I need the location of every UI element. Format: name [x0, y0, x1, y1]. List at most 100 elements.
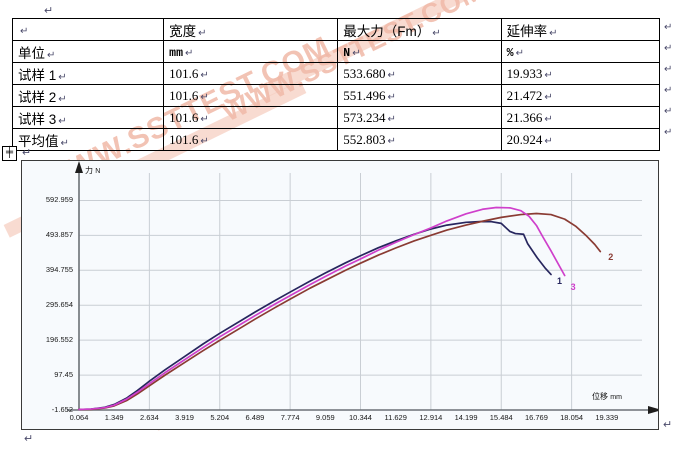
paragraph-mark: ↵ — [544, 91, 553, 103]
x-axis-tick-label: 7.774 — [280, 413, 300, 422]
y-axis-title-text: 力 — [85, 166, 93, 175]
cell-text: 101.6 — [169, 131, 199, 147]
paragraph-mark: ↵ — [664, 43, 673, 54]
table-header-cell: 宽度 ↵ — [163, 18, 339, 41]
x-axis-tick-label: 19.339 — [595, 413, 619, 422]
results-table: ↵ 宽度 ↵ 最大力（Fm） ↵ 延伸率 ↵ 单位 ↵ mm ↵ N ↵% ↵ 试样 1 ↵ 101.6 ↵ 533… — [11, 18, 661, 151]
y-axis-tick-label: 295.654 — [45, 300, 73, 310]
paragraph-mark: ↵ — [44, 5, 54, 17]
cell-text: 573.234 — [343, 109, 386, 125]
max-force-cell: N ↵ — [337, 40, 502, 63]
paragraph-mark: ↵ — [24, 433, 34, 445]
x-axis-tick-label: 9.059 — [315, 413, 335, 422]
x-axis-tick-label: 3.919 — [175, 413, 194, 422]
paragraph-mark: ↵ — [58, 115, 67, 127]
x-axis-tick-label: 16.769 — [524, 413, 548, 422]
x-axis-tick-label: 1.349 — [104, 413, 124, 422]
series-line-3 — [78, 206, 566, 411]
table-row: 试样 1 ↵ 101.6 ↵ 533.680 ↵ 19.933 ↵ — [11, 62, 661, 85]
cell-text: 21.366 — [506, 109, 543, 125]
paragraph-mark: ↵ — [544, 69, 553, 81]
paragraph-mark: ↵ — [544, 135, 553, 147]
x-axis-tick-label: 15.484 — [489, 413, 513, 422]
cell-text: 最大力（Fm） — [343, 23, 431, 39]
elongation-cell: 19.933 ↵ — [500, 62, 661, 85]
y-axis-tick-label: 592.959 — [45, 195, 73, 205]
table-header-cell: 最大力（Fm） ↵ — [337, 18, 502, 41]
y-axis-arrow — [75, 161, 83, 173]
cell-text: 试样 3 — [18, 111, 57, 127]
force-displacement-chart: 592.959 493.857 394.755 295.654 196.552 97.45… — [21, 160, 659, 430]
series-end-label-1: 1 — [556, 276, 562, 287]
width-cell: mm ↵ — [163, 40, 339, 63]
cell-text: mm — [169, 46, 183, 60]
paragraph-mark: ↵ — [200, 135, 209, 147]
row-label-cell: 试样 1 ↵ — [11, 62, 165, 85]
cell-text: 21.472 — [506, 87, 543, 103]
y-axis-tick-label: 196.552 — [45, 335, 73, 345]
y-axis-tick-label: 394.755 — [45, 265, 73, 275]
elongation-cell: 20.924 ↵ — [500, 128, 661, 151]
paragraph-mark: ↵ — [432, 27, 441, 39]
row-label-cell: 单位 ↵ — [11, 40, 165, 63]
series-line-2 — [78, 212, 602, 411]
row-label-cell: 平均值 ↵ — [11, 128, 165, 151]
series-end-label-3: 3 — [570, 281, 576, 292]
cell-text: 试样 2 — [18, 89, 57, 105]
paragraph-mark: ↵ — [352, 47, 361, 59]
table-header-cell: ↵ — [11, 18, 165, 41]
x-axis-tick-label: 0.064 — [69, 413, 89, 422]
max-force-cell: 533.680 ↵ — [337, 62, 502, 85]
cell-text: 533.680 — [343, 65, 386, 81]
cell-text: % — [506, 46, 514, 60]
paragraph-mark: ↵ — [200, 113, 209, 125]
paragraph-mark: ↵ — [22, 147, 32, 159]
paragraph-mark: ↵ — [200, 91, 209, 103]
paragraph-mark: ↵ — [387, 113, 396, 125]
cell-text: 552.803 — [343, 131, 386, 147]
paragraph-mark: ↵ — [387, 69, 396, 81]
elongation-cell: 21.472 ↵ — [500, 84, 661, 107]
paragraph-mark: ↵ — [664, 106, 673, 117]
width-cell: 101.6 ↵ — [163, 62, 339, 85]
cell-text: 延伸率 — [506, 23, 548, 39]
x-axis-tick-label: 6.489 — [245, 413, 265, 422]
paragraph-mark: ↵ — [544, 113, 553, 125]
cell-text: 551.496 — [343, 87, 386, 103]
paragraph-mark: ↵ — [58, 71, 67, 83]
width-cell: 101.6 ↵ — [163, 84, 339, 107]
width-cell: 101.6 ↵ — [163, 106, 339, 129]
paragraph-mark: ↵ — [47, 49, 56, 61]
table-row: 试样 3 ↵ 101.6 ↵ 573.234 ↵ 21.366 ↵ — [11, 106, 661, 129]
x-axis-tick-label: 18.054 — [560, 413, 584, 422]
cell-text: 单位 — [18, 45, 45, 61]
x-axis-title: 位移 mm — [592, 391, 622, 402]
width-cell: 101.6 ↵ — [163, 128, 339, 151]
paragraph-mark: ↵ — [664, 22, 673, 33]
paragraph-mark: ↵ — [515, 47, 524, 59]
x-axis-tick-label: 10.344 — [349, 413, 372, 422]
paragraph-mark: ↵ — [198, 27, 207, 39]
elongation-cell: % ↵ — [500, 40, 661, 63]
max-force-cell: 551.496 ↵ — [337, 84, 502, 107]
y-axis-title: 力 N — [85, 165, 100, 176]
table-row: 试样 2 ↵ 101.6 ↵ 551.496 ↵ 21.472 ↵ — [11, 84, 661, 107]
cell-text: 试样 1 — [18, 67, 57, 83]
series-line-1 — [78, 220, 552, 411]
table-header-cell: 延伸率 ↵ — [500, 18, 661, 41]
y-axis-tick-label: -1.652 — [51, 405, 73, 414]
cell-text: 20.924 — [506, 131, 543, 147]
cell-text: 19.933 — [506, 65, 543, 81]
paragraph-mark: ↵ — [387, 91, 396, 103]
paragraph-mark: ↵ — [60, 137, 69, 149]
paragraph-mark: ↵ — [200, 69, 209, 81]
cell-text: 101.6 — [169, 109, 199, 125]
cell-text: 101.6 — [169, 65, 199, 81]
x-axis-title-text: 位移 — [592, 392, 608, 401]
object-anchor-icon[interactable]: ╪ — [2, 146, 17, 161]
x-axis-tick-label: 11.629 — [384, 413, 407, 422]
table-row: 平均值 ↵ 101.6 ↵ 552.803 ↵ 20.924 ↵ — [11, 128, 661, 151]
paragraph-mark: ↵ — [664, 85, 673, 96]
table-row: 单位 ↵ mm ↵ N ↵% ↵ — [11, 40, 661, 63]
paragraph-mark: ↵ — [20, 25, 29, 37]
